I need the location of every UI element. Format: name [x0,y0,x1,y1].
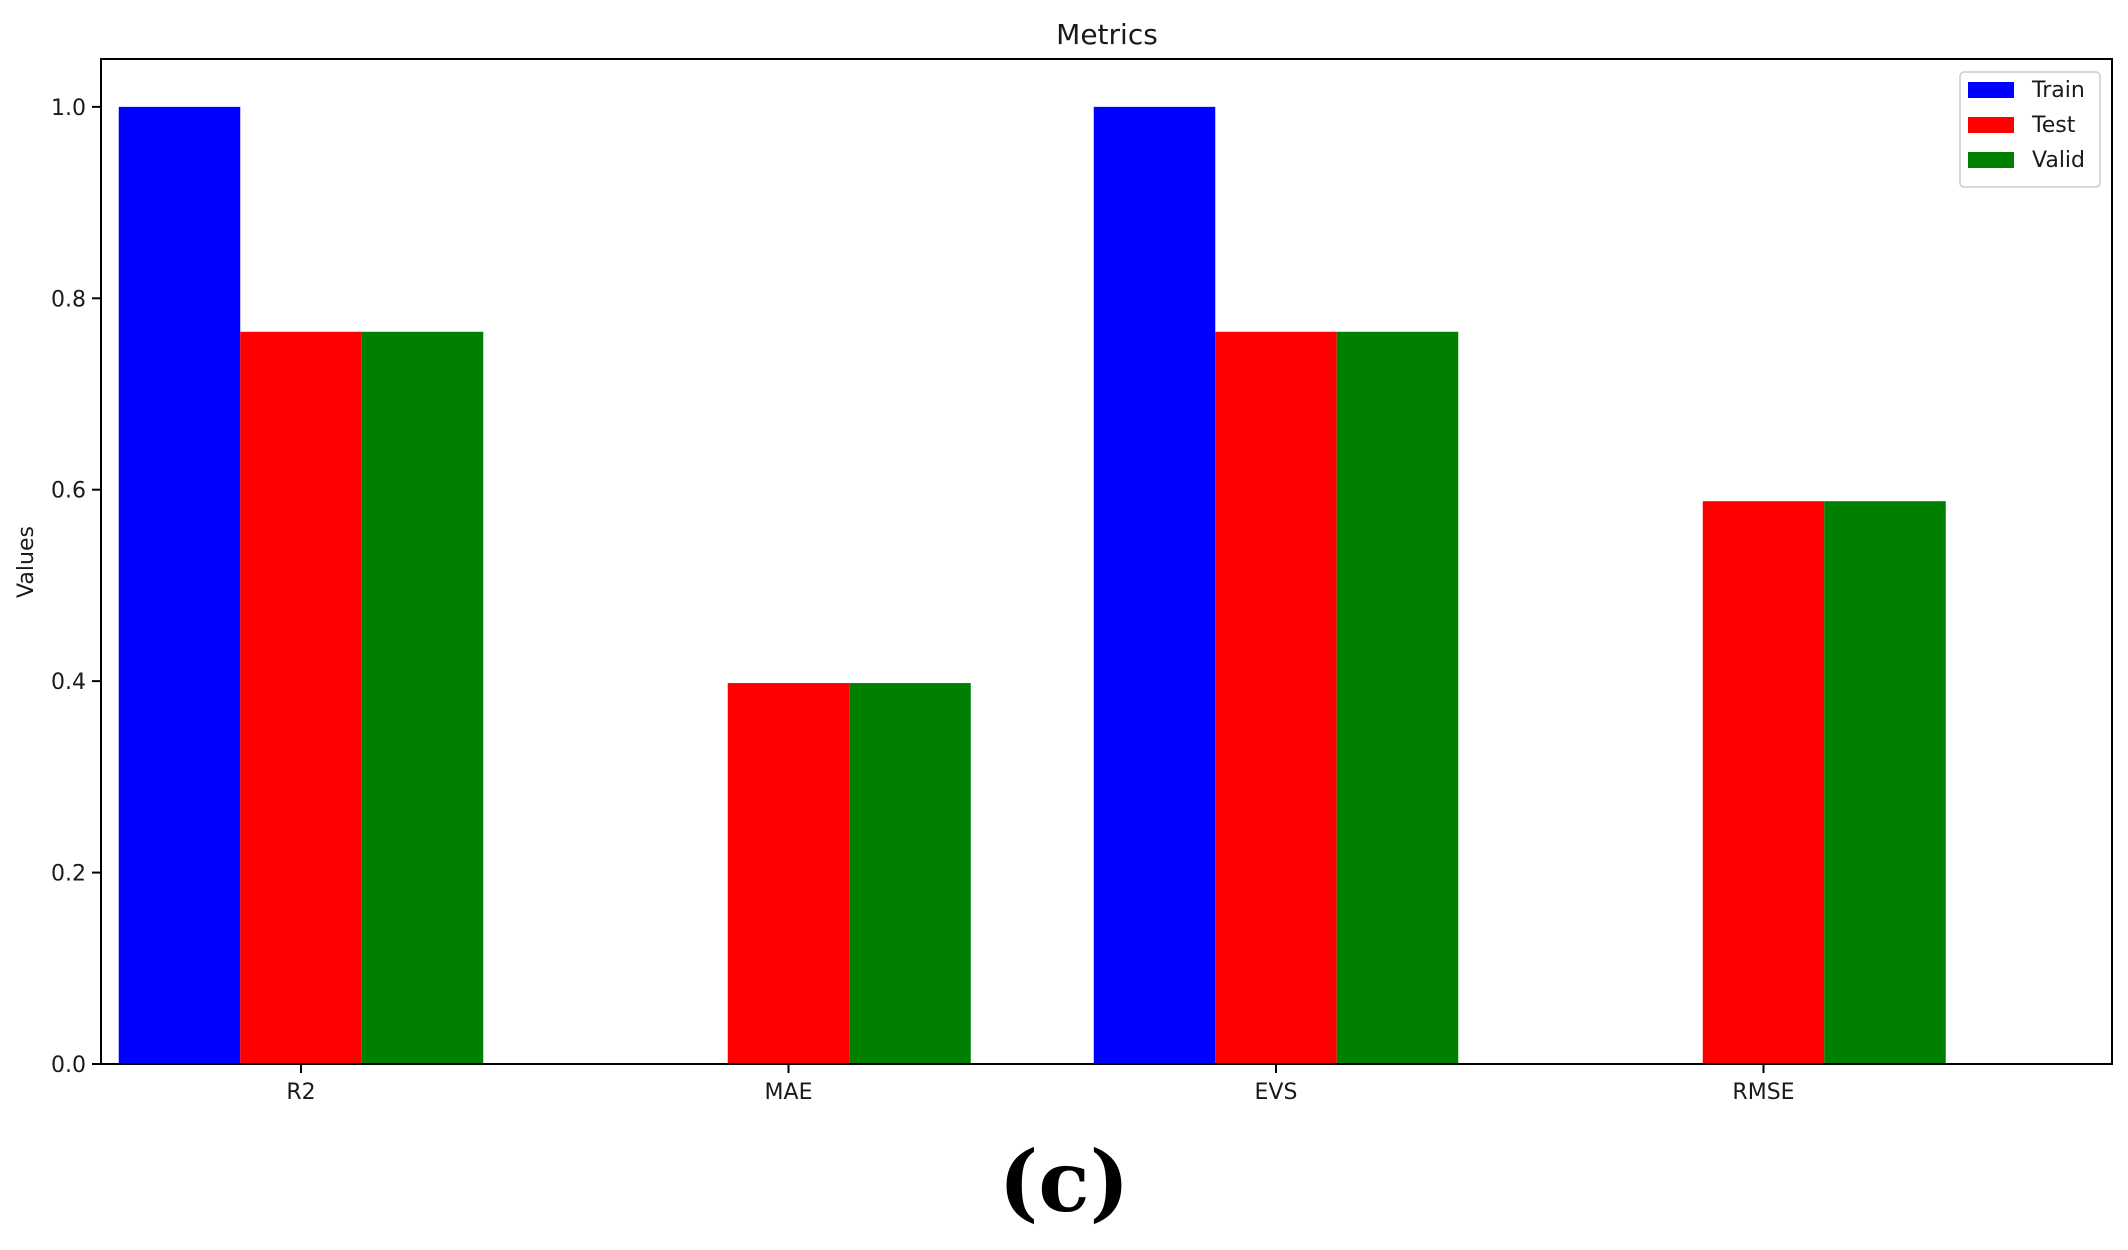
y-tick-label: 1.0 [51,96,86,121]
legend-label-valid: Valid [2032,148,2085,173]
y-axis-label: Values [14,526,39,598]
y-tick-label: 0.6 [51,479,86,504]
y-tick-label: 0.0 [51,1053,86,1078]
chart-title: Metrics [1056,18,1158,51]
x-axis-ticks: R2 MAE EVS RMSE [286,1064,1795,1105]
bar-train-r2 [118,106,241,1065]
y-tick-label: 0.8 [51,287,86,312]
x-tick-label-rmse: RMSE [1732,1080,1794,1105]
x-tick-label-mae: MAE [765,1080,813,1105]
legend-swatch-test [1968,117,2014,133]
bar-train-evs [1093,106,1216,1065]
bar-valid-evs [1336,331,1459,1064]
legend: Train Test Valid [1959,71,2101,188]
legend-swatch-valid [1968,152,2014,168]
bar-valid-r2 [361,331,484,1064]
y-tick-label: 0.4 [51,670,86,695]
legend-swatch-train [1968,82,2014,98]
figure-caption: (c) [998,1132,1130,1231]
bars-layer [118,106,1946,1065]
legend-label-test: Test [2031,113,2076,138]
bar-valid-mae [849,683,971,1064]
bar-test-evs [1215,331,1337,1064]
plot-frame [100,58,2113,1065]
y-axis-ticks: 0.0 0.2 0.4 0.6 0.8 1.0 [51,96,101,1078]
x-tick-label-evs: EVS [1255,1080,1298,1105]
x-tick-label-r2: R2 [286,1080,315,1105]
bar-test-mae [727,683,850,1064]
bar-test-r2 [240,331,362,1064]
y-tick-label: 0.2 [51,862,86,887]
legend-label-train: Train [2031,78,2085,103]
bar-valid-rmse [1824,501,1946,1064]
bar-test-rmse [1702,501,1825,1064]
